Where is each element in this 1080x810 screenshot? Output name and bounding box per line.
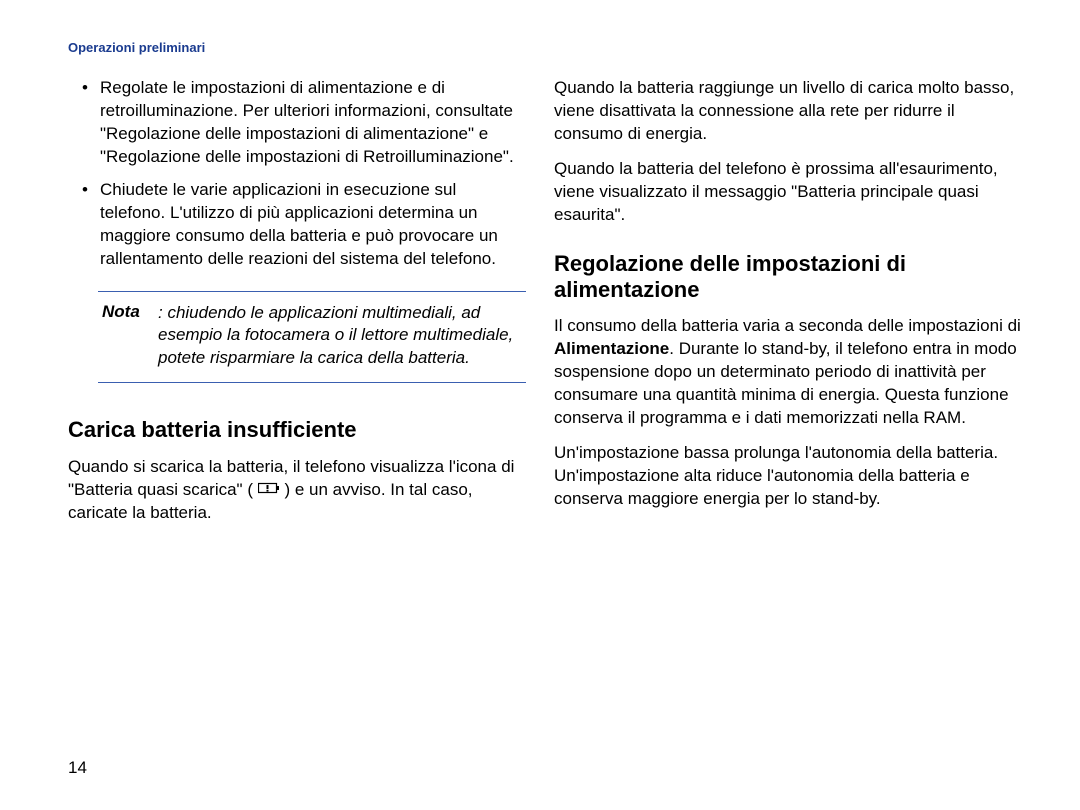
paragraph: Il consumo della batteria varia a second… (554, 315, 1022, 430)
bullet-list: Regolate le impostazioni di alimentazion… (68, 77, 526, 271)
list-item: Regolate le impostazioni di alimentazion… (100, 77, 526, 169)
bold-text: Alimentazione (554, 339, 669, 358)
list-item: Chiudete le varie applicazioni in esecuz… (100, 179, 526, 271)
text: Il consumo della batteria varia a second… (554, 316, 1021, 335)
section-header: Operazioni preliminari (68, 40, 1020, 55)
heading-low-battery: Carica batteria insufficiente (68, 417, 526, 443)
low-battery-icon (258, 479, 280, 502)
low-battery-paragraph: Quando si scarica la batteria, il telefo… (68, 456, 526, 525)
page-number: 14 (68, 758, 87, 778)
paragraph: Quando la batteria del telefono è prossi… (554, 158, 1022, 227)
note-box: Nota : chiudendo le applicazioni multime… (98, 291, 526, 384)
two-column-layout: Regolate le impostazioni di alimentazion… (68, 77, 1020, 537)
left-column: Regolate le impostazioni di alimentazion… (68, 77, 526, 537)
heading-power-settings: Regolazione delle impostazioni di alimen… (554, 251, 1022, 304)
paragraph: Un'impostazione bassa prolunga l'autonom… (554, 442, 1022, 511)
note-text: : chiudendo le applicazioni multimediali… (158, 302, 522, 371)
right-column: Quando la batteria raggiunge un livello … (554, 77, 1022, 537)
note-label: Nota (102, 302, 140, 321)
paragraph: Quando la batteria raggiunge un livello … (554, 77, 1022, 146)
